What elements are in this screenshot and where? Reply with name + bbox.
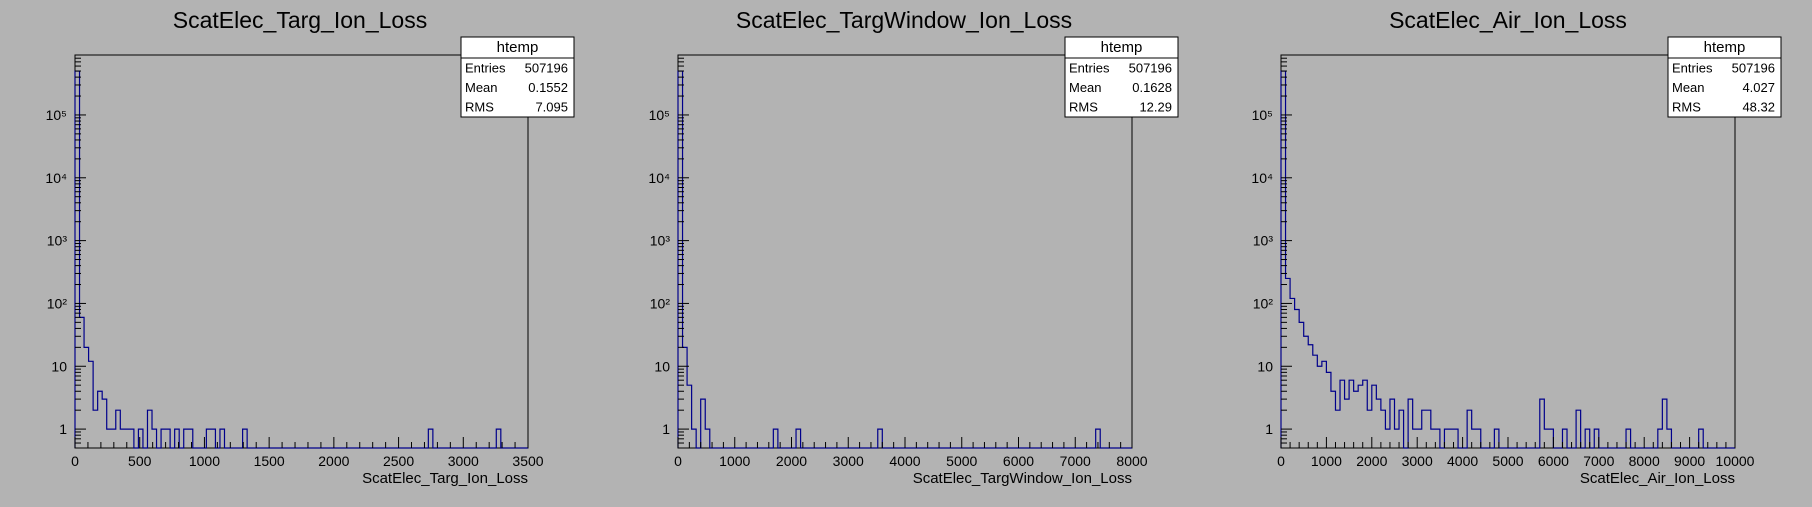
x-tick-label: 3500 — [512, 453, 543, 469]
y-tick-label: 1 — [1265, 421, 1273, 437]
y-tick-label: 10³ — [1253, 233, 1274, 249]
x-tick-label: 500 — [128, 453, 152, 469]
stats-box: htemp Entries 507196 Mean 0.1552 RMS 7.095 — [460, 36, 575, 118]
x-tick-label: 0 — [1277, 453, 1285, 469]
chart-title: ScatElec_Targ_Ion_Loss — [173, 7, 427, 33]
y-tick-label: 10⁴ — [648, 170, 670, 186]
y-tick-label: 10⁴ — [1251, 170, 1273, 186]
x-tick-label: 1000 — [189, 453, 220, 469]
histogram-panel-1: ScatElec_Targ_Ion_Loss 0 500 1000 1500 2000 25… — [45, 7, 575, 487]
y-tick-label: 10² — [650, 295, 671, 311]
stats-key: Entries — [1672, 61, 1713, 76]
stats-box-title: htemp — [1704, 39, 1746, 56]
stats-key: RMS — [1069, 100, 1098, 115]
x-tick-label: 7000 — [1060, 453, 1091, 469]
x-axis-label: ScatElec_Air_Ion_Loss — [1580, 470, 1735, 487]
x-tick-label: 0 — [71, 453, 79, 469]
x-tick-label: 3000 — [833, 453, 864, 469]
stats-box-frame — [1667, 36, 1782, 118]
x-tick-label: 10000 — [1716, 453, 1755, 469]
histogram-series — [1280, 70, 1735, 449]
x-tick-label: 6000 — [1003, 453, 1034, 469]
stats-value: 7.095 — [535, 100, 568, 115]
x-tick-label: 7000 — [1583, 453, 1614, 469]
x-tick-label: 0 — [674, 453, 682, 469]
x-tick-label: 5000 — [1492, 453, 1523, 469]
stats-box-title: htemp — [497, 39, 539, 56]
plot-frame — [677, 54, 1133, 449]
stats-value: 48.32 — [1742, 100, 1775, 115]
x-tick-label: 2000 — [776, 453, 807, 469]
y-tick-label: 10³ — [47, 233, 68, 249]
x-tick-label: 2500 — [383, 453, 414, 469]
stats-value: 0.1628 — [1132, 80, 1172, 95]
stats-box-frame — [460, 36, 575, 118]
y-tick-label: 10⁴ — [45, 170, 67, 186]
histogram-panel-3: ScatElec_Air_Ion_Loss 0 1000 2000 3000 4000 50… — [1251, 7, 1782, 487]
y-tick-label: 10 — [654, 358, 670, 374]
stats-box: htemp Entries 507196 Mean 4.027 RMS 48.32 — [1667, 36, 1782, 118]
y-tick-label: 10⁵ — [1252, 107, 1273, 123]
y-tick-label: 1 — [59, 421, 67, 437]
x-tick-label: 8000 — [1116, 453, 1147, 469]
x-tick-label: 2000 — [318, 453, 349, 469]
y-tick-label: 10 — [1257, 358, 1273, 374]
x-tick-label: 8000 — [1629, 453, 1660, 469]
stats-box: htemp Entries 507196 Mean 0.1628 RMS 12.29 — [1064, 36, 1179, 118]
x-tick-label: 1000 — [719, 453, 750, 469]
stats-value: 4.027 — [1742, 80, 1775, 95]
stats-key: Entries — [1069, 61, 1110, 76]
x-tick-label: 2000 — [1356, 453, 1387, 469]
x-tick-label: 1000 — [1311, 453, 1342, 469]
y-tick-label: 10² — [47, 295, 68, 311]
x-tick-label: 1500 — [254, 453, 285, 469]
stats-value: 507196 — [1732, 61, 1775, 76]
chart-title: ScatElec_Air_Ion_Loss — [1389, 7, 1627, 33]
y-tick-label: 10 — [51, 358, 67, 374]
x-tick-label: 4000 — [889, 453, 920, 469]
stats-value: 507196 — [525, 61, 568, 76]
histogram-panel-2: ScatElec_TargWindow_Ion_Loss 0 1000 2000 300… — [648, 7, 1179, 487]
stats-key: Mean — [465, 80, 498, 95]
stats-value: 0.1552 — [528, 80, 568, 95]
histogram-series — [74, 70, 528, 449]
chart-title: ScatElec_TargWindow_Ion_Loss — [736, 7, 1072, 33]
x-tick-label: 6000 — [1538, 453, 1569, 469]
x-axis-label: ScatElec_Targ_Ion_Loss — [362, 470, 528, 487]
stats-value: 12.29 — [1139, 100, 1172, 115]
stats-box-title: htemp — [1101, 39, 1143, 56]
x-tick-label: 3000 — [448, 453, 479, 469]
histogram-series — [677, 70, 1132, 449]
stats-box-frame — [1064, 36, 1179, 118]
y-tick-label: 10³ — [650, 233, 671, 249]
stats-key: Entries — [465, 61, 506, 76]
y-tick-label: 10² — [1253, 295, 1274, 311]
stats-key: RMS — [465, 100, 494, 115]
y-tick-label: 10⁵ — [649, 107, 670, 123]
y-tick-label: 1 — [662, 421, 670, 437]
x-tick-label: 9000 — [1674, 453, 1705, 469]
stats-key: Mean — [1672, 80, 1705, 95]
x-tick-label: 5000 — [946, 453, 977, 469]
x-axis-label: ScatElec_TargWindow_Ion_Loss — [913, 470, 1132, 487]
stats-key: Mean — [1069, 80, 1102, 95]
stats-key: RMS — [1672, 100, 1701, 115]
y-tick-label: 10⁵ — [46, 107, 67, 123]
x-tick-label: 4000 — [1447, 453, 1478, 469]
plot-frame — [74, 54, 529, 449]
stats-value: 507196 — [1129, 61, 1172, 76]
x-tick-label: 3000 — [1402, 453, 1433, 469]
